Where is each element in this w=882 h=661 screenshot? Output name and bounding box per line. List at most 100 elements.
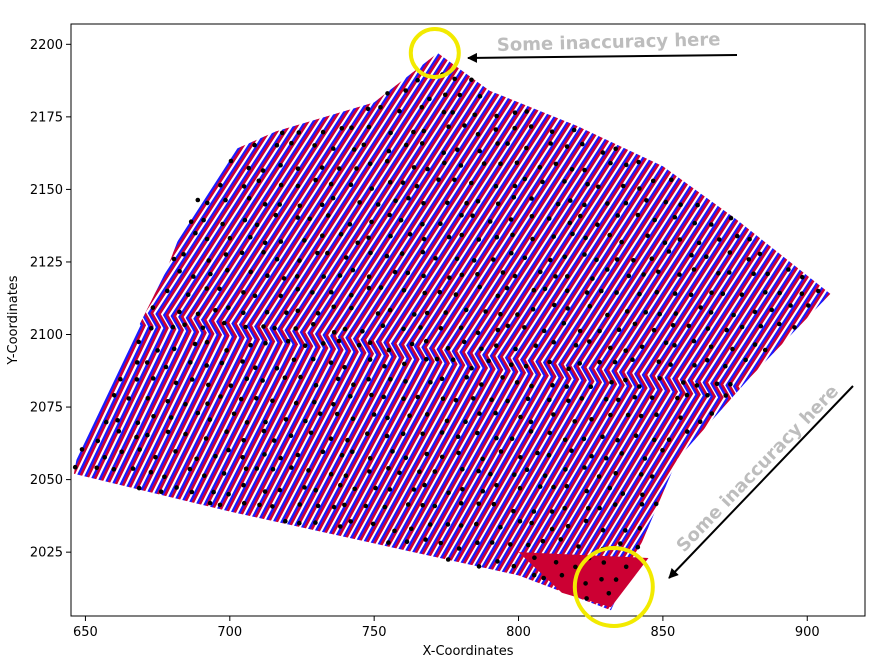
data-point	[528, 429, 534, 434]
data-point	[572, 419, 577, 424]
data-point	[752, 309, 758, 315]
data-point	[366, 124, 372, 130]
data-point	[727, 250, 733, 255]
data-point	[481, 161, 487, 166]
data-point	[205, 200, 210, 206]
data-point	[311, 322, 316, 327]
data-point	[187, 466, 193, 472]
data-point	[607, 485, 613, 491]
data-point	[584, 290, 590, 295]
data-point	[568, 198, 573, 203]
data-point	[656, 269, 661, 275]
data-point	[409, 341, 415, 347]
data-point	[317, 411, 323, 417]
data-point	[406, 195, 411, 201]
data-point	[278, 293, 284, 299]
data-point	[443, 92, 448, 98]
data-point	[207, 500, 213, 506]
data-point	[684, 429, 690, 434]
data-point	[174, 485, 179, 490]
data-point	[570, 231, 575, 237]
data-point	[399, 251, 405, 256]
data-point	[595, 222, 600, 227]
data-point	[134, 434, 139, 440]
data-point	[546, 452, 552, 458]
data-point	[388, 130, 393, 136]
data-point	[583, 235, 588, 241]
data-point	[428, 380, 433, 385]
data-point	[270, 504, 275, 509]
path-line-blue	[104, 53, 518, 611]
y-tick-label: 2025	[30, 546, 63, 561]
data-point	[289, 140, 294, 146]
data-point	[177, 309, 182, 315]
data-point	[739, 324, 745, 330]
data-point	[293, 326, 299, 331]
data-point	[208, 271, 213, 277]
data-point	[708, 344, 714, 350]
data-point	[204, 339, 210, 345]
path-line-blue	[73, 53, 480, 611]
data-point	[126, 396, 132, 401]
data-point	[747, 236, 752, 242]
data-point	[313, 383, 319, 388]
data-point	[603, 455, 609, 461]
data-point	[493, 127, 499, 132]
path-line-blue	[310, 53, 723, 611]
data-point	[438, 221, 443, 226]
path-line-blue	[150, 53, 563, 611]
data-point	[477, 148, 483, 154]
data-point	[635, 544, 641, 550]
data-point	[597, 505, 602, 511]
data-point	[638, 413, 644, 419]
data-point	[599, 288, 604, 294]
data-point	[666, 437, 672, 443]
data-point	[704, 357, 710, 363]
data-point	[522, 176, 528, 182]
data-point	[582, 465, 587, 470]
data-point	[195, 311, 201, 317]
data-point	[335, 376, 341, 382]
path-line-red	[869, 5, 882, 641]
data-point	[751, 271, 756, 277]
data-point	[270, 466, 276, 472]
data-point	[388, 233, 393, 239]
data-point	[325, 213, 331, 218]
data-point	[220, 221, 225, 227]
data-point	[115, 418, 120, 423]
axes-frame	[70, 23, 866, 617]
data-point	[573, 343, 579, 348]
data-point	[194, 456, 199, 462]
data-point	[476, 501, 482, 507]
data-point	[657, 376, 662, 381]
data-point	[509, 362, 514, 368]
data-point	[342, 326, 348, 332]
data-point	[354, 166, 359, 171]
data-point	[594, 257, 599, 263]
data-point	[338, 524, 343, 529]
data-point	[462, 123, 467, 128]
x-tick-label: 650	[73, 625, 98, 640]
data-point	[564, 384, 569, 389]
data-point	[262, 489, 268, 494]
data-point	[388, 377, 393, 382]
data-point	[427, 522, 433, 527]
data-point	[424, 412, 430, 417]
data-point	[153, 454, 158, 460]
path-line-blue	[294, 53, 708, 611]
data-point	[103, 419, 109, 425]
data-point	[677, 272, 682, 277]
data-point	[325, 250, 330, 256]
path-line-blue	[256, 53, 670, 611]
data-point	[181, 252, 186, 257]
path-line-red	[130, 53, 543, 611]
data-point	[669, 177, 674, 183]
data-point	[432, 469, 438, 474]
data-point	[495, 559, 500, 564]
x-tick-label: 850	[650, 625, 675, 640]
data-point	[221, 320, 227, 326]
data-point	[625, 412, 631, 418]
data-point	[204, 286, 209, 291]
data-point	[365, 106, 371, 112]
y-tick-label: 2100	[30, 328, 63, 343]
